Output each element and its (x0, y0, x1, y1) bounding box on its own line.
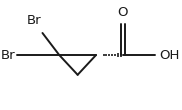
Text: O: O (118, 6, 128, 19)
Text: Br: Br (1, 49, 16, 61)
Text: Br: Br (27, 14, 42, 27)
Text: OH: OH (159, 49, 179, 61)
